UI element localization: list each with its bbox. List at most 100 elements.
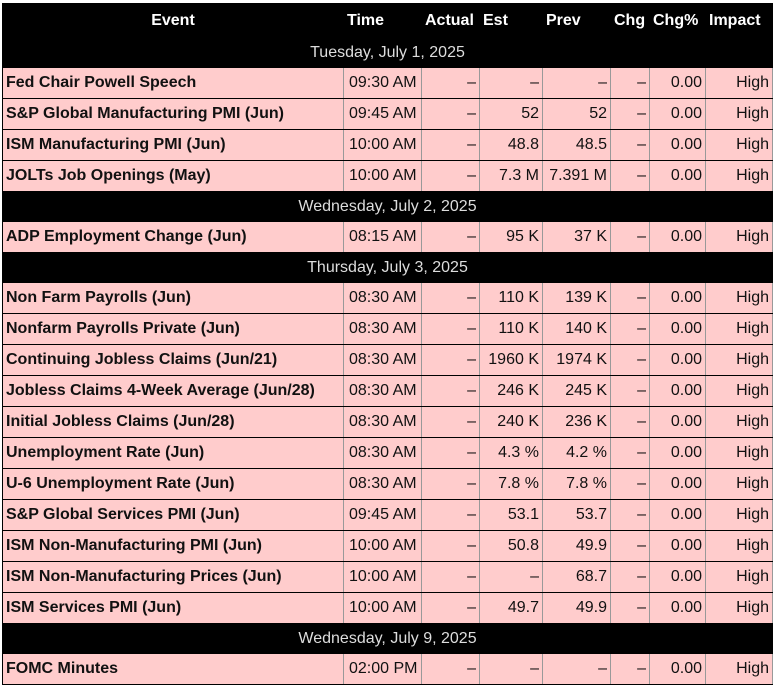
previous-value: 49.9 bbox=[542, 592, 611, 624]
table-row[interactable]: ADP Employment Change (Jun) 08:15 AM –95 K… bbox=[2, 221, 773, 253]
date-label: Tuesday, July 1, 2025 bbox=[2, 37, 773, 68]
estimate-value: 240 K bbox=[479, 406, 543, 438]
change-value: – bbox=[610, 67, 650, 99]
header-row: Event Time Actual Est Prev Chg Chg% Impa… bbox=[2, 3, 773, 38]
change-percent: 0.00 bbox=[649, 499, 706, 531]
event-name: Continuing Jobless Claims (Jun/21) bbox=[2, 344, 344, 376]
table-row[interactable]: U-6 Unemployment Rate (Jun) 08:30 AM –7.8 … bbox=[2, 468, 773, 500]
event-time: 08:30 AM bbox=[343, 344, 422, 376]
event-time: 09:45 AM bbox=[343, 98, 422, 130]
event-time: 08:30 AM bbox=[343, 375, 422, 407]
table-row[interactable]: Jobless Claims 4-Week Average (Jun/28) 08… bbox=[2, 375, 773, 407]
change-value: – bbox=[610, 653, 650, 685]
event-name: JOLTs Job Openings (May) bbox=[2, 160, 344, 192]
event-time: 08:30 AM bbox=[343, 313, 422, 345]
column-header-actual[interactable]: Actual bbox=[421, 3, 480, 38]
event-name: Non Farm Payrolls (Jun) bbox=[2, 282, 344, 314]
change-percent: 0.00 bbox=[649, 67, 706, 99]
actual-value: – bbox=[421, 344, 480, 376]
table-row[interactable]: ISM Non-Manufacturing PMI (Jun) 10:00 AM –… bbox=[2, 530, 773, 562]
column-header-event[interactable]: Event bbox=[2, 3, 344, 38]
estimate-value: – bbox=[479, 67, 543, 99]
change-percent: 0.00 bbox=[649, 653, 706, 685]
column-header-chg[interactable]: Chg bbox=[610, 3, 650, 38]
change-percent: 0.00 bbox=[649, 468, 706, 500]
estimate-value: – bbox=[479, 561, 543, 593]
previous-value: 7.391 M bbox=[542, 160, 611, 192]
column-header-impact[interactable]: Impact bbox=[705, 3, 773, 38]
table-row[interactable]: S&P Global Services PMI (Jun) 09:45 AM –53… bbox=[2, 499, 773, 531]
actual-value: – bbox=[421, 98, 480, 130]
estimate-value: 7.8 % bbox=[479, 468, 543, 500]
event-time: 02:00 PM bbox=[343, 653, 422, 685]
event-name: Unemployment Rate (Jun) bbox=[2, 437, 344, 469]
event-time: 08:30 AM bbox=[343, 437, 422, 469]
actual-value: – bbox=[421, 375, 480, 407]
date-separator-row: Thursday, July 3, 2025 bbox=[2, 252, 773, 283]
change-percent: 0.00 bbox=[649, 592, 706, 624]
previous-value: 48.5 bbox=[542, 129, 611, 161]
table-row[interactable]: Non Farm Payrolls (Jun) 08:30 AM –110 K 139… bbox=[2, 282, 773, 314]
impact-level: High bbox=[705, 406, 773, 438]
change-value: – bbox=[610, 313, 650, 345]
event-name: FOMC Minutes bbox=[2, 653, 344, 685]
impact-level: High bbox=[705, 530, 773, 562]
event-name: Initial Jobless Claims (Jun/28) bbox=[2, 406, 344, 438]
table-row[interactable]: ISM Manufacturing PMI (Jun) 10:00 AM –48.8… bbox=[2, 129, 773, 161]
event-time: 09:45 AM bbox=[343, 499, 422, 531]
change-percent: 0.00 bbox=[649, 344, 706, 376]
impact-level: High bbox=[705, 129, 773, 161]
estimate-value: 4.3 % bbox=[479, 437, 543, 469]
event-time: 10:00 AM bbox=[343, 592, 422, 624]
change-value: – bbox=[610, 221, 650, 253]
event-time: 10:00 AM bbox=[343, 561, 422, 593]
event-name: ISM Non-Manufacturing Prices (Jun) bbox=[2, 561, 344, 593]
column-header-time[interactable]: Time bbox=[343, 3, 422, 38]
actual-value: – bbox=[421, 67, 480, 99]
impact-level: High bbox=[705, 160, 773, 192]
table-row[interactable]: ISM Non-Manufacturing Prices (Jun) 10:00 … bbox=[2, 561, 773, 593]
impact-level: High bbox=[705, 653, 773, 685]
event-name: ADP Employment Change (Jun) bbox=[2, 221, 344, 253]
table-row[interactable]: S&P Global Manufacturing PMI (Jun) 09:45 … bbox=[2, 98, 773, 130]
previous-value: 140 K bbox=[542, 313, 611, 345]
event-time: 08:30 AM bbox=[343, 282, 422, 314]
actual-value: – bbox=[421, 592, 480, 624]
table-row[interactable]: FOMC Minutes 02:00 PM – – – –0.00 High bbox=[2, 653, 773, 685]
event-time: 08:15 AM bbox=[343, 221, 422, 253]
event-name: ISM Non-Manufacturing PMI (Jun) bbox=[2, 530, 344, 562]
actual-value: – bbox=[421, 499, 480, 531]
table-row[interactable]: Nonfarm Payrolls Private (Jun) 08:30 AM –1… bbox=[2, 313, 773, 345]
date-label: Wednesday, July 9, 2025 bbox=[2, 623, 773, 654]
table-row[interactable]: ISM Services PMI (Jun) 10:00 AM –49.7 49.9–… bbox=[2, 592, 773, 624]
actual-value: – bbox=[421, 221, 480, 253]
change-value: – bbox=[610, 561, 650, 593]
estimate-value: 53.1 bbox=[479, 499, 543, 531]
previous-value: 52 bbox=[542, 98, 611, 130]
table-row[interactable]: Fed Chair Powell Speech 09:30 AM – – – –0.00 H… bbox=[2, 67, 773, 99]
previous-value: – bbox=[542, 653, 611, 685]
event-time: 09:30 AM bbox=[343, 67, 422, 99]
actual-value: – bbox=[421, 468, 480, 500]
column-header-prev[interactable]: Prev bbox=[542, 3, 611, 38]
change-value: – bbox=[610, 344, 650, 376]
table-row[interactable]: Initial Jobless Claims (Jun/28) 08:30 AM –… bbox=[2, 406, 773, 438]
previous-value: 236 K bbox=[542, 406, 611, 438]
actual-value: – bbox=[421, 282, 480, 314]
change-percent: 0.00 bbox=[649, 375, 706, 407]
estimate-value: – bbox=[479, 653, 543, 685]
estimate-value: 246 K bbox=[479, 375, 543, 407]
change-value: – bbox=[610, 375, 650, 407]
table-row[interactable]: Continuing Jobless Claims (Jun/21) 08:30 … bbox=[2, 344, 773, 376]
event-name: S&P Global Manufacturing PMI (Jun) bbox=[2, 98, 344, 130]
change-percent: 0.00 bbox=[649, 530, 706, 562]
change-value: – bbox=[610, 282, 650, 314]
actual-value: – bbox=[421, 530, 480, 562]
event-time: 10:00 AM bbox=[343, 530, 422, 562]
column-header-est[interactable]: Est bbox=[479, 3, 543, 38]
table-row[interactable]: JOLTs Job Openings (May) 10:00 AM –7.3 M 7.… bbox=[2, 160, 773, 192]
actual-value: – bbox=[421, 160, 480, 192]
table-row[interactable]: Unemployment Rate (Jun) 08:30 AM –4.3 % 4.2… bbox=[2, 437, 773, 469]
previous-value: 7.8 % bbox=[542, 468, 611, 500]
column-header-chg-pct[interactable]: Chg% bbox=[649, 3, 706, 38]
